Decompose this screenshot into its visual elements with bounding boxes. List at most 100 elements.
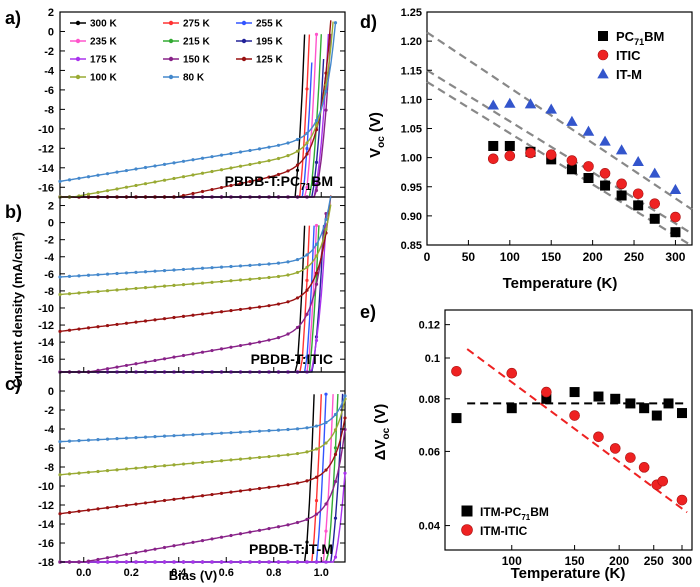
y-tick-label-b: -6 (44, 269, 54, 281)
iv-marker (314, 424, 319, 428)
legend-marker (75, 56, 81, 62)
point-e-0 (663, 398, 674, 409)
legend-label: 150 K (183, 55, 210, 66)
iv-marker (210, 155, 214, 159)
iv-marker (86, 508, 91, 512)
iv-marker (305, 152, 309, 156)
x-tick-label-c: 1.0 (314, 567, 329, 579)
panel-label-e: e) (360, 302, 376, 322)
legend-marker (168, 56, 174, 62)
iv-marker (115, 554, 119, 558)
iv-marker (181, 159, 186, 163)
iv-marker (276, 428, 281, 432)
iv-marker (143, 360, 148, 364)
iv-curve-c-4 (60, 393, 339, 563)
y-tick-label-c: -8 (44, 462, 54, 474)
x-tick-label-c: 0.4 (171, 567, 187, 579)
iv-marker (286, 483, 290, 487)
x-tick-label-c: 0.8 (266, 567, 281, 579)
iv-marker (248, 488, 252, 492)
title-itm: PBDB-T:IT-M (249, 541, 333, 557)
x-tick-label-d: 300 (665, 250, 685, 264)
iv-marker (219, 168, 224, 172)
legend-marker-d (597, 68, 609, 79)
y-tick-label-b: -4 (44, 252, 55, 264)
iv-marker (238, 343, 243, 348)
iv-marker (105, 289, 110, 293)
legend-label: 125 K (256, 55, 283, 66)
point-d-0 (616, 190, 627, 201)
iv-marker (115, 468, 119, 472)
iv-marker (77, 560, 81, 564)
iv-marker (172, 355, 176, 359)
iv-marker (181, 267, 186, 272)
iv-marker (314, 188, 319, 193)
iv-marker (67, 292, 72, 296)
iv-marker (324, 71, 328, 75)
point-e-0 (593, 391, 604, 402)
iv-marker (248, 306, 252, 310)
iv-marker (96, 560, 100, 564)
legend-label: 80 K (183, 73, 205, 84)
iv-marker (134, 270, 138, 274)
iv-marker (86, 326, 91, 330)
iv-marker (333, 412, 338, 417)
point-d-2 (615, 144, 628, 155)
iv-marker (162, 434, 167, 438)
plot-frame-c (59, 371, 346, 563)
iv-marker (172, 268, 176, 272)
point-d-2 (669, 183, 682, 194)
iv-marker (67, 472, 72, 476)
iv-marker (153, 164, 157, 168)
iv-marker (67, 560, 72, 564)
iv-marker (248, 277, 252, 281)
legend-e: ITM-PC71BM ITM-ITIC (461, 505, 549, 538)
iv-marker (96, 507, 100, 511)
iv-marker (286, 332, 290, 336)
iv-marker (295, 163, 300, 167)
iv-marker (134, 466, 138, 470)
iv-marker (333, 555, 338, 559)
iv-marker (200, 539, 205, 543)
y-tick-label-d: 1.05 (401, 124, 422, 136)
point-e-1 (609, 443, 621, 454)
iv-marker (181, 433, 186, 437)
iv-marker (257, 455, 262, 460)
point-e-0 (676, 408, 687, 419)
iv-marker (77, 327, 81, 331)
iv-marker (96, 173, 100, 177)
y-tick-label-a: -16 (38, 182, 54, 194)
iv-marker (324, 468, 328, 472)
iv-marker (295, 560, 300, 564)
iv-marker (343, 471, 347, 475)
y-tick-label-d: 1.25 (401, 7, 422, 19)
left-y-axis-label: Current density (mA/cm²) (10, 232, 25, 388)
y-tick-label-d: 1.15 (401, 65, 422, 77)
point-e-1 (638, 462, 650, 473)
iv-marker (181, 283, 186, 287)
point-d-1 (632, 188, 644, 200)
y-tick-label-c: -10 (38, 481, 54, 493)
iv-marker (248, 456, 252, 460)
iv-marker (248, 179, 252, 184)
legend-label-e: ITM-ITIC (480, 524, 528, 538)
iv-marker (124, 321, 129, 325)
iv-marker (77, 291, 81, 295)
iv-marker (143, 319, 148, 323)
y-tick-label-a: -14 (38, 163, 55, 175)
x-axis-label-d: Temperature (K) (503, 275, 618, 292)
point-d-2 (545, 103, 557, 114)
iv-marker (105, 469, 110, 473)
iv-marker (229, 166, 233, 170)
y-tick-label-e: 0.12 (419, 320, 440, 332)
y-tick-label-c: 0 (48, 386, 54, 398)
iv-marker (210, 169, 214, 174)
iv-marker (200, 171, 205, 175)
iv-marker (286, 154, 290, 158)
iv-marker (153, 269, 157, 273)
iv-chart-pc71bm: -16 -14 -12 -10 -8 -6 -4 -2 0 2 300 K 275 K 255 K 23… (38, 7, 346, 199)
iv-marker (276, 274, 281, 279)
iv-marker (238, 430, 243, 434)
iv-marker (96, 190, 100, 195)
